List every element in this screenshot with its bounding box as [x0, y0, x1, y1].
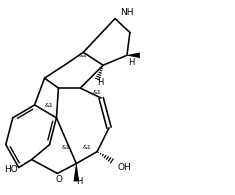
Text: O: O	[56, 175, 63, 184]
Text: H: H	[128, 58, 134, 67]
Text: &1: &1	[79, 53, 88, 58]
Text: H: H	[97, 78, 103, 87]
Text: &1: &1	[93, 90, 102, 95]
Text: &1: &1	[62, 145, 71, 150]
Text: NH: NH	[120, 8, 133, 17]
Text: OH: OH	[118, 163, 132, 172]
Polygon shape	[127, 52, 140, 58]
Text: &1: &1	[83, 145, 92, 150]
Text: H: H	[76, 177, 82, 186]
Polygon shape	[74, 164, 79, 181]
Text: HO: HO	[4, 165, 18, 174]
Text: &1: &1	[45, 103, 54, 108]
